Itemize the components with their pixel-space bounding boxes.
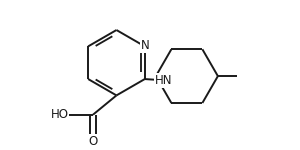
- Text: N: N: [141, 39, 150, 52]
- Text: HO: HO: [50, 108, 68, 121]
- Text: HN: HN: [154, 74, 172, 87]
- Text: O: O: [88, 135, 98, 148]
